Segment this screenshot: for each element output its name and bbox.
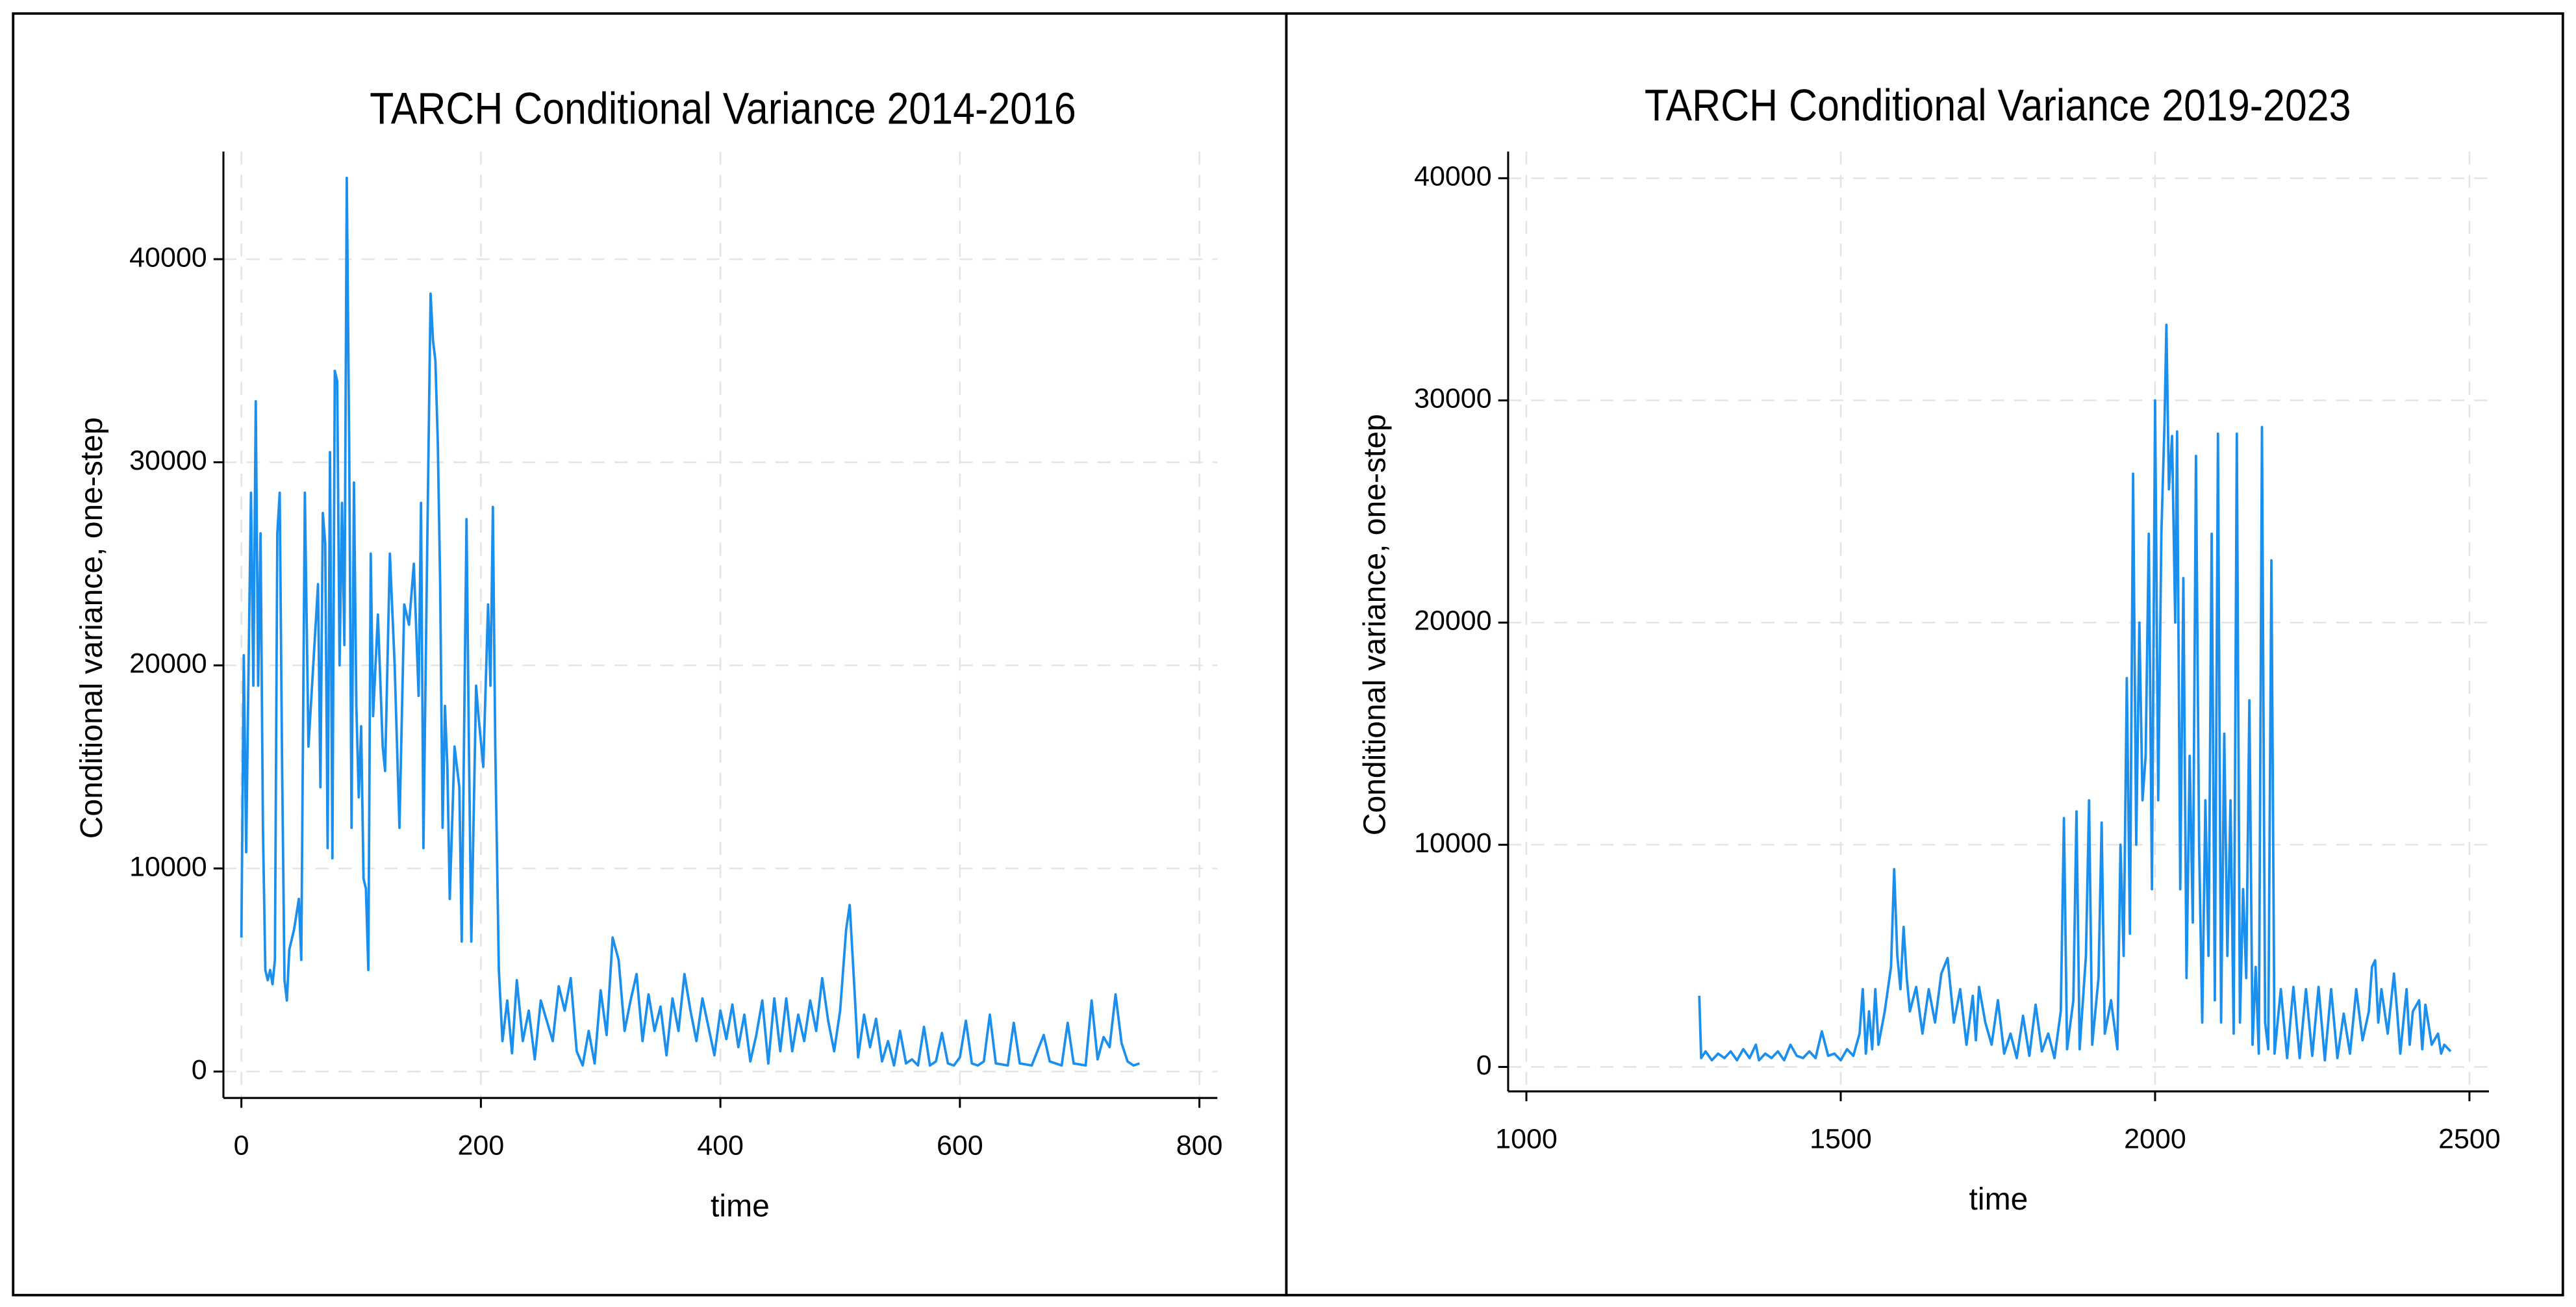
x-tick-label: 0 xyxy=(234,1130,249,1161)
series-line xyxy=(240,177,1141,1067)
x-axis-label: time xyxy=(711,1189,770,1223)
y-axis-label: Conditional variance, one-step xyxy=(75,417,109,839)
chart-title: TARCH Conditional Variance 2014-2016 xyxy=(370,84,1076,134)
x-tick-label: 1500 xyxy=(1810,1123,1872,1154)
y-axis-label: Conditional variance, one-step xyxy=(1357,414,1392,835)
x-tick-label: 400 xyxy=(697,1130,744,1161)
y-tick-label: 30000 xyxy=(1414,383,1492,414)
x-tick-label: 600 xyxy=(937,1130,983,1161)
y-tick-label: 0 xyxy=(1476,1050,1492,1081)
y-tick-label: 20000 xyxy=(129,648,207,679)
y-tick-label: 0 xyxy=(192,1054,207,1085)
y-tick-label: 10000 xyxy=(1414,828,1492,859)
y-tick-label: 40000 xyxy=(1414,161,1492,192)
y-tick-label: 10000 xyxy=(129,851,207,882)
x-tick-label: 1000 xyxy=(1495,1123,1558,1154)
x-tick-label: 2000 xyxy=(2124,1123,2186,1154)
x-tick-label: 800 xyxy=(1176,1130,1223,1161)
series-line xyxy=(1698,324,2452,1062)
y-tick-label: 20000 xyxy=(1414,605,1492,637)
right-panel xyxy=(1285,12,2564,1297)
y-tick-label: 30000 xyxy=(129,445,207,476)
chart-title: TARCH Conditional Variance 2019-2023 xyxy=(1645,81,2351,131)
x-tick-label: 200 xyxy=(458,1130,505,1161)
x-axis-label: time xyxy=(1969,1182,2028,1217)
x-tick-label: 2500 xyxy=(2438,1123,2501,1154)
y-tick-label: 40000 xyxy=(129,242,207,273)
left-panel xyxy=(12,12,1288,1297)
